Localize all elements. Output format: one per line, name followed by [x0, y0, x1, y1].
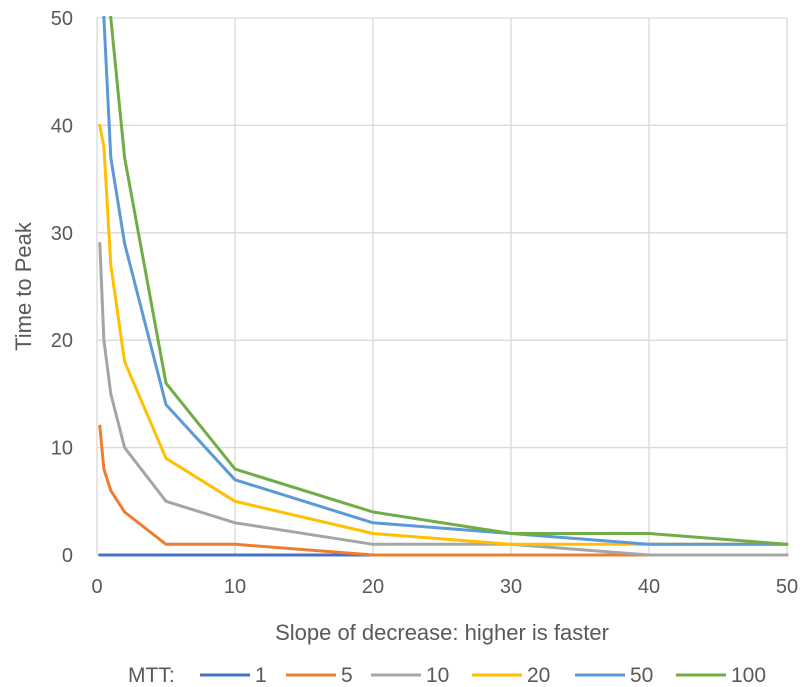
- x-tick-label: 50: [776, 576, 798, 598]
- series-line-mtt-5: [98, 424, 789, 557]
- x-tick-label: 10: [224, 576, 246, 598]
- legend-label-mtt-100: 100: [731, 664, 766, 687]
- x-tick-label: 20: [362, 576, 384, 598]
- x-tick-label: 40: [638, 576, 660, 598]
- series-line-mtt-20: [98, 123, 789, 546]
- y-axis-label: Time to Peak: [11, 221, 36, 351]
- y-tick-label: 20: [51, 330, 73, 352]
- legend: MTT: 1 5 10 20 50 100: [128, 664, 766, 687]
- y-tick-label: 0: [62, 545, 73, 567]
- x-tick-label: 0: [91, 576, 102, 598]
- series-line-mtt-100: [109, 16, 789, 546]
- y-tick-label: 40: [51, 115, 73, 137]
- legend-label-mtt-50: 50: [630, 664, 653, 687]
- series-lines: [98, 16, 789, 557]
- series-line-mtt-50: [102, 16, 789, 546]
- legend-label-mtt-10: 10: [426, 664, 449, 687]
- legend-title: MTT:: [128, 664, 175, 687]
- y-tick-label: 50: [51, 8, 73, 30]
- tick-labels: 0 10 20 30 40 50 0 10 20 30 40 50: [51, 8, 798, 598]
- y-tick-label: 30: [51, 223, 73, 245]
- legend-label-mtt-5: 5: [341, 664, 353, 687]
- x-tick-label: 30: [500, 576, 522, 598]
- legend-label-mtt-1: 1: [255, 664, 267, 687]
- legend-label-mtt-20: 20: [527, 664, 550, 687]
- grid: [96, 17, 788, 556]
- series-line-mtt-10: [98, 242, 789, 557]
- x-axis-label: Slope of decrease: higher is faster: [275, 620, 609, 645]
- y-tick-label: 10: [51, 438, 73, 460]
